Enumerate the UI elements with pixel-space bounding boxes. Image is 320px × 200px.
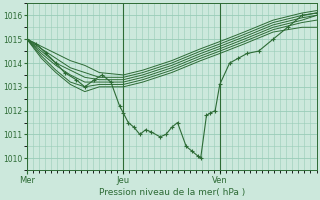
X-axis label: Pression niveau de la mer( hPa ): Pression niveau de la mer( hPa ) <box>99 188 245 197</box>
